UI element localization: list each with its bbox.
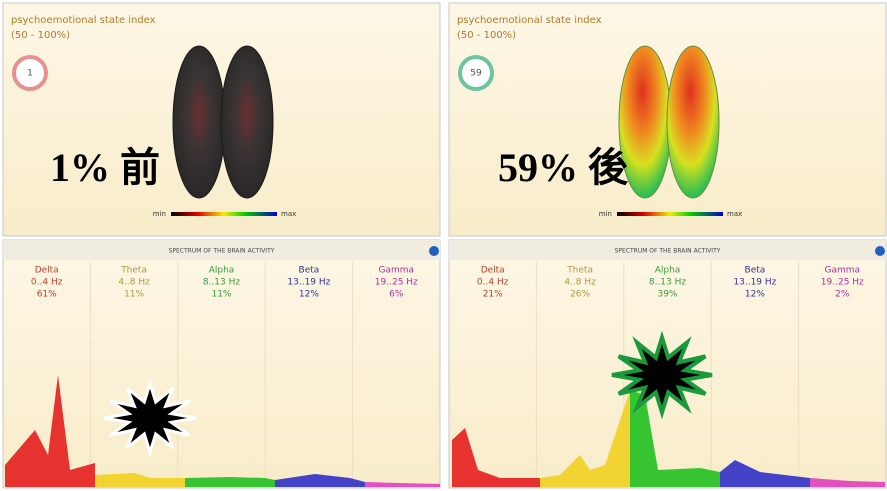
legend-min: min [599,210,612,218]
burst [611,330,713,420]
spectrum-area [185,477,275,487]
band-percent: 21% [483,290,503,300]
band-range: 0..4 Hz [477,278,509,288]
overlay-label: 59% 後 [498,145,629,190]
legend-scale [617,212,723,216]
gauge [12,55,48,91]
legend-max: max [281,210,296,218]
band-range: 8..13 Hz [203,278,241,288]
legend-min: min [153,210,166,218]
band-range: 4..8 Hz [564,278,596,288]
band-range: 0..4 Hz [31,278,63,288]
band-percent: 12% [299,290,319,300]
band-name: Alpha [209,266,235,276]
panel-range: (50 - 100%) [11,30,70,41]
brain-hemisphere [666,45,720,199]
spectrum-area [5,375,95,487]
panel-header [449,240,886,260]
spectrum-area [365,482,440,487]
spectrum-area [540,390,630,487]
panel-title: psychoemotional state index [11,15,156,26]
band-percent: 26% [570,290,590,300]
band-name: Gamma [825,266,861,276]
band-name: Delta [481,266,505,276]
band-range: 19..25 Hz [821,278,864,288]
gauge-value: 1 [27,69,33,79]
panel-header [3,240,440,260]
spectrum-area [275,474,365,487]
band-name: Theta [120,266,147,276]
panel-title: SPECTRUM OF THE BRAIN ACTIVITY [169,248,275,255]
band-percent: 11% [124,290,144,300]
band-name: Beta [299,266,320,276]
band-name: Beta [745,266,766,276]
band-range: 13..19 Hz [733,278,776,288]
band-range: 4..8 Hz [118,278,150,288]
spectrum-area [630,390,720,487]
spectrum-area [720,460,810,487]
spectrum-area [95,473,185,487]
band-name: Theta [566,266,593,276]
burst [103,378,197,458]
band-name: Gamma [379,266,415,276]
spectrum-area [810,478,885,487]
info-icon [875,246,885,256]
legend-max: max [727,210,742,218]
panel-range: (50 - 100%) [457,30,516,41]
panel-title: SPECTRUM OF THE BRAIN ACTIVITY [615,248,721,255]
band-range: 13..19 Hz [287,278,330,288]
info-icon [429,246,439,256]
brain-hemisphere [172,45,226,199]
band-name: Alpha [655,266,681,276]
band-percent: 39% [657,290,677,300]
band-percent: 6% [389,290,404,300]
band-range: 19..25 Hz [375,278,418,288]
legend-scale [171,212,277,216]
band-percent: 2% [835,290,850,300]
panel-title: psychoemotional state index [457,15,602,26]
band-range: 8..13 Hz [649,278,687,288]
band-percent: 61% [37,290,57,300]
panel [2,239,441,489]
band-name: Delta [35,266,59,276]
band-percent: 11% [211,290,231,300]
spectrum-area [452,428,540,487]
band-percent: 12% [745,290,765,300]
gauge [458,55,494,91]
gauge-value: 59 [470,69,482,79]
overlay-label: 1% 前 [50,145,160,190]
brain-hemisphere [220,45,274,199]
